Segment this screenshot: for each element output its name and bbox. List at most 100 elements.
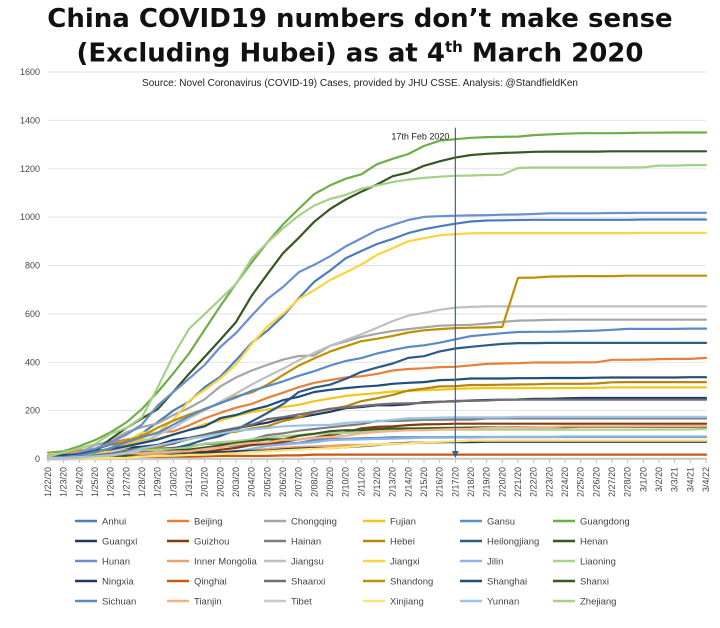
series-line-11 <box>46 150 708 459</box>
x-tick-label-30: 2/21/20 <box>513 467 523 497</box>
x-tick-label-23: 2/14/20 <box>403 467 413 497</box>
legend-label-15: Jiangxi <box>390 557 420 568</box>
legend-label-3: Fujian <box>390 517 416 528</box>
legend-label-7: Guizhou <box>194 537 229 548</box>
y-tick-label-6: 1200 <box>20 164 40 174</box>
x-tick-label-12: 2/03/20 <box>231 467 241 497</box>
x-tick-label-1: 1/23/20 <box>59 467 69 497</box>
y-tick-label-3: 600 <box>25 309 40 319</box>
legend-item-9: Hebei <box>363 537 415 548</box>
annotation: 17th Feb 2020 <box>391 127 459 458</box>
legend-item-1: Beijing <box>167 517 223 528</box>
series-line-25 <box>46 425 708 460</box>
legend-label-27: Xinjiang <box>390 597 424 608</box>
chart-title-line2: (Excluding Hubei) as at 4th March 2020 <box>0 38 720 69</box>
x-tick-label-20: 2/11/20 <box>356 467 366 496</box>
chart-title-line1: China COVID19 numbers don’t make sense <box>47 4 673 34</box>
legend-label-24: Sichuan <box>102 597 136 608</box>
legend-item-17: Liaoning <box>553 557 616 568</box>
x-tick-label-4: 1/26/20 <box>106 467 116 497</box>
legend-item-6: Guangxi <box>75 537 137 548</box>
x-tick-label-25: 2/16/20 <box>435 467 445 497</box>
legend-item-0: Anhui <box>75 517 126 528</box>
x-tick-label-29: 2/20/20 <box>497 467 507 497</box>
y-tick-label-5: 1000 <box>20 212 40 222</box>
legend-item-12: Hunan <box>75 557 130 568</box>
legend-label-5: Guangdong <box>580 517 630 528</box>
legend-label-22: Shanghai <box>487 577 527 588</box>
legend-item-18: Ningxia <box>75 577 134 588</box>
x-tick-label-18: 2/09/20 <box>325 467 335 497</box>
legend-label-9: Hebei <box>390 537 415 548</box>
legend-item-11: Henan <box>553 537 608 548</box>
x-tick-label-21: 2/12/20 <box>372 467 382 497</box>
x-tick-label-13: 2/04/20 <box>247 467 257 497</box>
series-line-27 <box>46 439 708 461</box>
x-tick-label-34: 2/25/20 <box>576 467 586 497</box>
legend-label-23: Shanxi <box>580 577 609 588</box>
y-tick-label-7: 1400 <box>20 115 40 125</box>
x-tick-label-14: 2/05/20 <box>262 467 272 497</box>
legend-label-2: Chongqing <box>291 517 337 528</box>
legend-label-16: Jilin <box>487 557 503 568</box>
series-line-12 <box>46 211 708 460</box>
legend-item-8: Hainan <box>264 537 321 548</box>
y-tick-label-1: 200 <box>25 406 40 416</box>
x-tick-label-41: 3/4/21 <box>685 467 695 492</box>
legend-label-0: Anhui <box>102 517 126 528</box>
title-line2-part2: March 2020 <box>462 38 644 69</box>
legend-item-29: Zhejiang <box>553 597 616 608</box>
x-tick-label-0: 1/22/20 <box>43 467 53 497</box>
x-tick-label-9: 1/31/20 <box>184 467 194 497</box>
series-line-29 <box>46 164 708 458</box>
x-tick-label-33: 2/24/20 <box>560 467 570 497</box>
series-line-21 <box>46 274 708 460</box>
legend-label-20: Shaanxi <box>291 577 325 588</box>
annotation-label: 17th Feb 2020 <box>391 132 449 142</box>
y-tick-label-4: 800 <box>25 261 40 271</box>
legend-label-1: Beijing <box>194 517 223 528</box>
x-tick-label-37: 2/28/20 <box>623 467 633 497</box>
x-tick-label-31: 2/22/20 <box>529 467 539 497</box>
legend-label-11: Henan <box>580 537 608 548</box>
legend-item-3: Fujian <box>363 517 416 528</box>
x-tick-label-5: 1/27/20 <box>121 467 131 497</box>
x-tick-label-11: 2/02/20 <box>215 467 225 497</box>
legend-label-17: Liaoning <box>580 557 616 568</box>
x-tick-label-8: 1/30/20 <box>168 467 178 497</box>
legend-item-15: Jiangxi <box>363 557 420 568</box>
legend-label-21: Shandong <box>390 577 433 588</box>
y-tick-label-0: 0 <box>35 454 40 464</box>
legend-label-13: Inner Mongolia <box>194 557 258 568</box>
x-tick-label-6: 1/28/20 <box>137 467 147 497</box>
x-tick-label-35: 2/26/20 <box>591 467 601 497</box>
x-tick-label-27: 2/18/20 <box>466 467 476 497</box>
legend-label-14: Jiangsu <box>291 557 324 568</box>
x-tick-label-7: 1/29/20 <box>153 467 163 497</box>
series-line-22 <box>46 376 708 458</box>
legend-label-8: Hainan <box>291 537 321 548</box>
y-tick-label-2: 400 <box>25 357 40 367</box>
x-tick-label-39: 3/2/20 <box>654 467 664 492</box>
legend-item-22: Shanghai <box>460 577 527 588</box>
annotation-arrow <box>451 451 459 458</box>
legend-label-25: Tianjin <box>194 597 222 608</box>
x-tick-label-38: 3/1/20 <box>638 467 648 492</box>
legend-item-25: Tianjin <box>167 597 222 608</box>
series-line-14 <box>46 305 708 460</box>
legend-label-19: Qinghai <box>194 577 227 588</box>
legend-label-18: Ningxia <box>102 577 134 588</box>
x-tick-label-22: 2/13/20 <box>388 467 398 497</box>
x-tick-label-24: 2/15/20 <box>419 467 429 497</box>
chart-source-note: Source: Novel Coronavirus (COVID-19) Cas… <box>142 78 578 89</box>
series-line-2 <box>46 318 708 459</box>
legend-item-19: Qinghai <box>167 577 227 588</box>
title-line2-part1: (Excluding Hubei) as at 4 <box>76 38 446 69</box>
x-tick-label-36: 2/27/20 <box>607 467 617 497</box>
legend-item-24: Sichuan <box>75 597 136 608</box>
x-tick-label-2: 1/24/20 <box>74 467 84 497</box>
legend-label-4: Gansu <box>487 517 515 528</box>
legend-item-13: Inner Mongolia <box>167 557 258 568</box>
legend-label-10: Heilongjiang <box>487 537 539 548</box>
legend-label-12: Hunan <box>102 557 130 568</box>
